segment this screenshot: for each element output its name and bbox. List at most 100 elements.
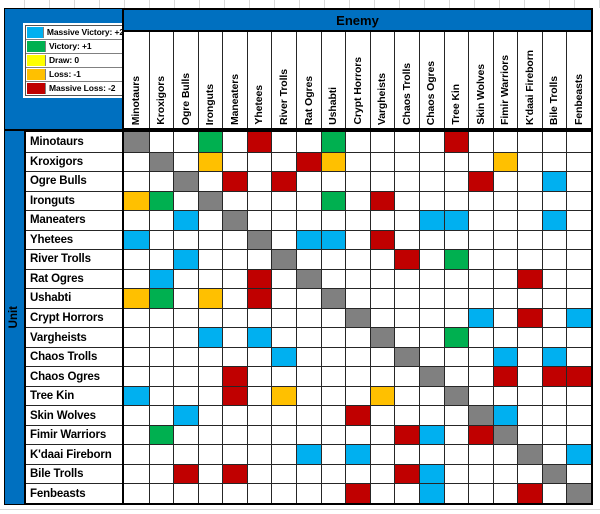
matrix-cell[interactable]: [517, 405, 542, 425]
matrix-cell[interactable]: [222, 151, 247, 172]
matrix-cell[interactable]: [418, 385, 444, 406]
matrix-cell[interactable]: [541, 190, 567, 211]
matrix-cell[interactable]: [246, 483, 272, 503]
matrix-cell[interactable]: [246, 249, 272, 269]
matrix-cell[interactable]: [197, 190, 223, 211]
matrix-cell[interactable]: [222, 444, 247, 464]
matrix-cell[interactable]: [369, 229, 395, 250]
matrix-cell[interactable]: [197, 171, 223, 191]
matrix-cell[interactable]: [394, 405, 419, 425]
matrix-cell[interactable]: [468, 307, 493, 328]
matrix-cell[interactable]: [541, 405, 567, 425]
matrix-cell[interactable]: [541, 385, 567, 406]
matrix-cell[interactable]: [124, 210, 149, 230]
matrix-cell[interactable]: [394, 483, 419, 503]
matrix-cell[interactable]: [345, 483, 370, 503]
matrix-cell[interactable]: [468, 463, 493, 484]
row-header-cell[interactable]: Crypt Horrors: [26, 307, 122, 328]
matrix-cell[interactable]: [418, 268, 444, 289]
matrix-cell[interactable]: [320, 132, 346, 152]
matrix-cell[interactable]: [394, 444, 419, 464]
matrix-cell[interactable]: [222, 307, 247, 328]
row-header-cell[interactable]: Chaos Trolls: [26, 346, 122, 367]
matrix-cell[interactable]: [173, 210, 198, 230]
matrix-cell[interactable]: [394, 366, 419, 386]
matrix-cell[interactable]: [124, 249, 149, 269]
matrix-cell[interactable]: [345, 307, 370, 328]
matrix-cell[interactable]: [197, 424, 223, 445]
matrix-cell[interactable]: [271, 424, 297, 445]
matrix-cell[interactable]: [148, 249, 174, 269]
matrix-cell[interactable]: [246, 405, 272, 425]
matrix-cell[interactable]: [394, 385, 419, 406]
matrix-cell[interactable]: [541, 288, 567, 308]
matrix-cell[interactable]: [345, 132, 370, 152]
matrix-cell[interactable]: [296, 171, 321, 191]
matrix-cell[interactable]: [271, 132, 297, 152]
row-header-cell[interactable]: Chaos Ogres: [26, 366, 122, 386]
matrix-cell[interactable]: [296, 190, 321, 211]
matrix-cell[interactable]: [271, 151, 297, 172]
matrix-cell[interactable]: [124, 307, 149, 328]
matrix-cell[interactable]: [197, 366, 223, 386]
matrix-cell[interactable]: [443, 229, 469, 250]
matrix-cell[interactable]: [124, 346, 149, 367]
matrix-cell[interactable]: [246, 327, 272, 347]
matrix-cell[interactable]: [345, 151, 370, 172]
matrix-cell[interactable]: [124, 171, 149, 191]
matrix-cell[interactable]: [468, 151, 493, 172]
column-header-cell[interactable]: Yhetees: [246, 32, 272, 128]
matrix-cell[interactable]: [517, 190, 542, 211]
row-header-cell[interactable]: Yhetees: [26, 229, 122, 250]
matrix-cell[interactable]: [173, 424, 198, 445]
matrix-cell[interactable]: [517, 385, 542, 406]
matrix-cell[interactable]: [394, 249, 419, 269]
matrix-cell[interactable]: [320, 444, 346, 464]
matrix-cell[interactable]: [148, 346, 174, 367]
matrix-cell[interactable]: [418, 463, 444, 484]
matrix-cell[interactable]: [418, 483, 444, 503]
matrix-cell[interactable]: [148, 327, 174, 347]
matrix-cell[interactable]: [296, 327, 321, 347]
matrix-cell[interactable]: [369, 463, 395, 484]
matrix-cell[interactable]: [541, 132, 567, 152]
matrix-cell[interactable]: [369, 327, 395, 347]
matrix-cell[interactable]: [124, 483, 149, 503]
matrix-cell[interactable]: [222, 210, 247, 230]
matrix-cell[interactable]: [197, 151, 223, 172]
matrix-cell[interactable]: [418, 307, 444, 328]
matrix-cell[interactable]: [296, 346, 321, 367]
matrix-cell[interactable]: [173, 444, 198, 464]
matrix-cell[interactable]: [320, 229, 346, 250]
matrix-cell[interactable]: [246, 151, 272, 172]
matrix-cell[interactable]: [124, 132, 149, 152]
matrix-cell[interactable]: [369, 190, 395, 211]
matrix-cell[interactable]: [173, 366, 198, 386]
matrix-cell[interactable]: [148, 171, 174, 191]
matrix-cell[interactable]: [222, 249, 247, 269]
column-header-cell[interactable]: Vargheists: [369, 32, 395, 128]
matrix-cell[interactable]: [222, 405, 247, 425]
matrix-cell[interactable]: [271, 463, 297, 484]
matrix-cell[interactable]: [468, 171, 493, 191]
matrix-cell[interactable]: [124, 327, 149, 347]
matrix-cell[interactable]: [468, 229, 493, 250]
matrix-cell[interactable]: [271, 483, 297, 503]
matrix-cell[interactable]: [173, 405, 198, 425]
matrix-cell[interactable]: [320, 171, 346, 191]
matrix-cell[interactable]: [197, 405, 223, 425]
matrix-cell[interactable]: [197, 483, 223, 503]
matrix-cell[interactable]: [296, 424, 321, 445]
matrix-cell[interactable]: [566, 405, 591, 425]
matrix-cell[interactable]: [541, 229, 567, 250]
matrix-cell[interactable]: [517, 210, 542, 230]
matrix-cell[interactable]: [173, 132, 198, 152]
matrix-cell[interactable]: [320, 288, 346, 308]
matrix-cell[interactable]: [418, 346, 444, 367]
matrix-cell[interactable]: [296, 366, 321, 386]
row-header-cell[interactable]: Ushabti: [26, 288, 122, 308]
matrix-cell[interactable]: [124, 463, 149, 484]
matrix-cell[interactable]: [271, 327, 297, 347]
matrix-cell[interactable]: [222, 366, 247, 386]
matrix-cell[interactable]: [345, 210, 370, 230]
